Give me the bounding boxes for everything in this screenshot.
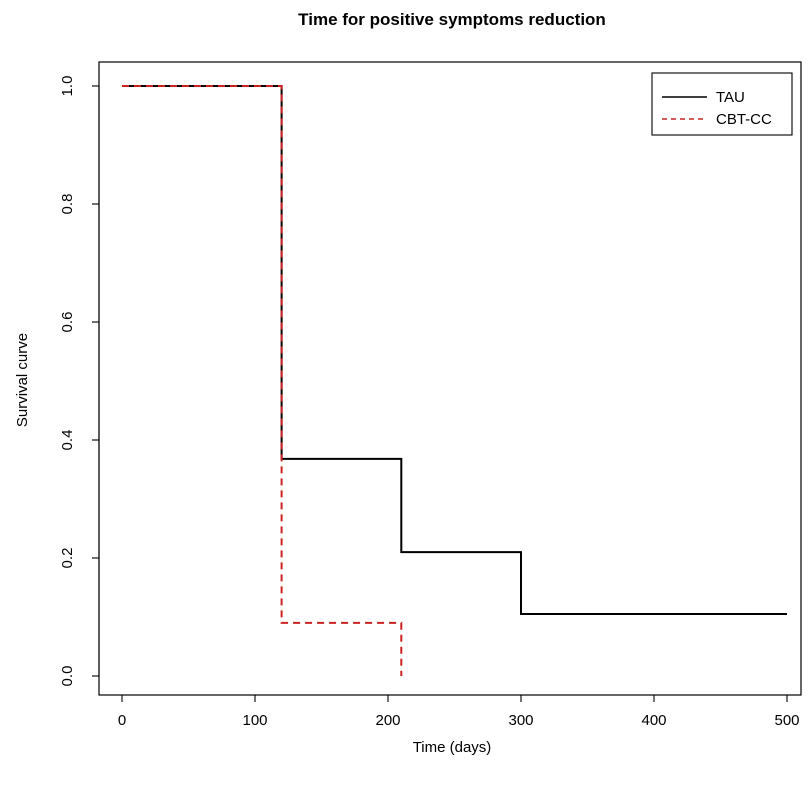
y-axis: 0.0 0.2 0.4 0.6 0.8 1.0 — [59, 76, 100, 687]
x-tick-label: 300 — [508, 712, 533, 729]
y-tick-label: 0.2 — [59, 548, 76, 569]
y-axis-label: Survival curve — [14, 333, 31, 427]
x-tick-label: 400 — [641, 712, 666, 729]
y-tick-label: 0.6 — [59, 312, 76, 333]
legend-label-cbt-cc: CBT-CC — [716, 111, 772, 128]
series-layer — [122, 85, 787, 676]
y-tick-label: 0.4 — [59, 430, 76, 451]
series-line-tau — [122, 85, 787, 616]
x-axis-label: Time (days) — [413, 739, 492, 756]
x-tick-label: 200 — [375, 712, 400, 729]
x-tick-label: 100 — [242, 712, 267, 729]
x-tick-label: 500 — [774, 712, 799, 729]
y-tick-label: 0.8 — [59, 194, 76, 215]
legend-label-tau: TAU — [716, 89, 745, 106]
y-tick-label: 0.0 — [59, 666, 76, 687]
chart-title: Time for positive symptoms reduction — [298, 10, 606, 29]
legend-box — [651, 72, 793, 136]
x-axis: 0 100 200 300 400 500 — [118, 694, 800, 729]
series-line-cbt-cc — [122, 85, 403, 676]
plot-frame — [98, 61, 802, 696]
y-tick-label: 1.0 — [59, 76, 76, 97]
x-tick-label: 0 — [118, 712, 126, 729]
legend: TAU CBT-CC — [651, 72, 793, 136]
